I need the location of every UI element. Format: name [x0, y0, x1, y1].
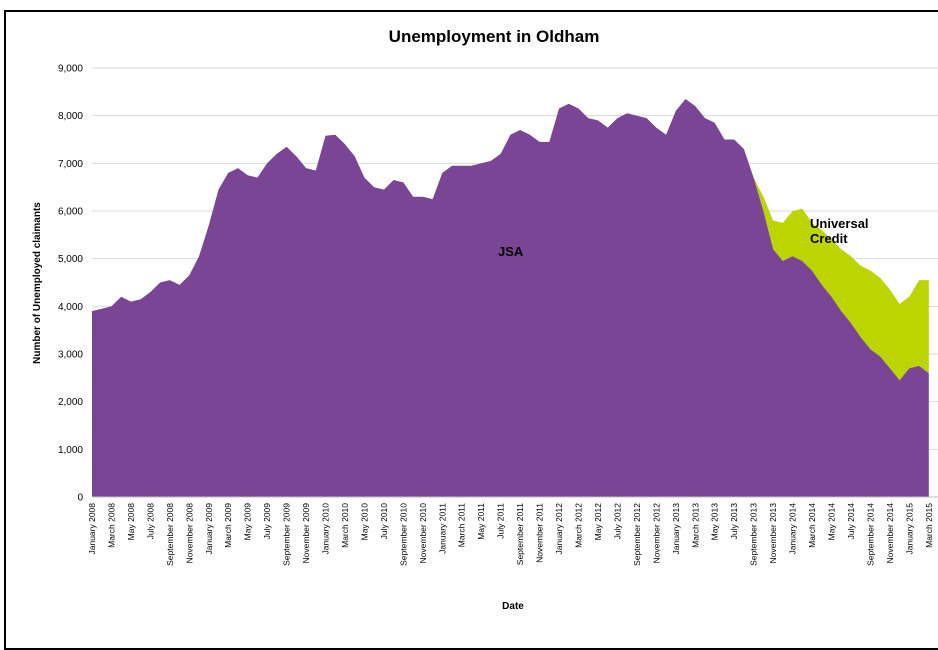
- x-tick-label: May 2009: [243, 503, 253, 541]
- y-tick-label: 1,000: [58, 445, 83, 456]
- x-tick-label: January 2014: [788, 503, 798, 555]
- series-label-universal-credit: Universal Credit: [810, 216, 872, 246]
- x-tick-label: July 2009: [262, 503, 272, 540]
- x-tick-label: May 2012: [593, 503, 603, 541]
- x-tick-label: May 2008: [126, 503, 136, 541]
- y-tick-label: 9,000: [58, 64, 83, 75]
- x-axis: January 2008 March 2008 May 2008 July 2008 S…: [87, 503, 934, 566]
- x-tick-label: January 2013: [671, 503, 681, 555]
- x-tick-label: January 2009: [204, 503, 214, 555]
- x-tick-label: September 2014: [865, 503, 875, 566]
- x-tick-label: September 2011: [515, 503, 525, 565]
- x-tick-label: March 2011: [457, 503, 467, 548]
- x-tick-label: March 2009: [223, 503, 233, 548]
- x-tick-label: September 2009: [282, 503, 292, 566]
- x-tick-label: September 2010: [398, 503, 408, 566]
- x-tick-label: November 2008: [184, 503, 194, 564]
- y-tick-label: 5,000: [58, 254, 83, 265]
- x-tick-label: September 2013: [749, 503, 759, 566]
- x-tick-label: March 2013: [690, 503, 700, 548]
- x-tick-label: March 2010: [340, 503, 350, 548]
- x-tick-label: November 2009: [301, 503, 311, 564]
- x-tick-label: March 2008: [107, 503, 117, 548]
- y-tick-label: 2,000: [58, 397, 83, 408]
- x-tick-label: July 2014: [846, 503, 856, 540]
- x-tick-label: May 2013: [710, 503, 720, 541]
- y-tick-label: 4,000: [58, 302, 83, 313]
- x-tick-label: November 2011: [535, 503, 545, 563]
- series-label-jsa: JSA: [498, 244, 524, 259]
- x-tick-label: January 2010: [321, 503, 331, 555]
- y-tick-label: 0: [77, 493, 83, 504]
- x-tick-label: July 2013: [729, 503, 739, 540]
- x-tick-label: March 2014: [807, 503, 817, 548]
- x-tick-label: November 2014: [885, 503, 895, 564]
- x-tick-label: May 2014: [827, 503, 837, 541]
- x-tick-label: September 2012: [632, 503, 642, 566]
- plot-area: [92, 99, 938, 498]
- x-tick-label: July 2011: [496, 503, 506, 539]
- x-tick-label: March 2012: [574, 503, 584, 548]
- y-axis: 0 1,000 2,000 3,000 4,000 5,000 6,000 7,000 8,00…: [58, 64, 83, 504]
- x-tick-label: July 2012: [612, 503, 622, 540]
- x-axis-label: Date: [502, 601, 524, 612]
- series-area-universal-credit: [753, 177, 929, 381]
- series-label-universal-credit-line1: Universal: [810, 216, 869, 231]
- x-tick-label: January 2015: [904, 503, 914, 555]
- chart: Unemployment in Oldham 0 1,000 2,000 3,000 4…: [32, 27, 938, 612]
- series-area-jsa: [92, 99, 929, 497]
- x-tick-label: July 2010: [379, 503, 389, 540]
- x-tick-label: March 2015: [924, 503, 934, 548]
- x-tick-label: January 2012: [554, 503, 564, 555]
- x-tick-label: November 2010: [418, 503, 428, 564]
- series-label-universal-credit-line2: Credit: [810, 231, 848, 246]
- x-tick-label: January 2011: [437, 503, 447, 554]
- x-tick-label: November 2013: [768, 503, 778, 564]
- y-tick-label: 8,000: [58, 111, 83, 122]
- x-tick-label: September 2008: [165, 503, 175, 566]
- x-tick-label: May 2010: [359, 503, 369, 541]
- x-tick-label: November 2012: [651, 503, 661, 564]
- y-tick-label: 7,000: [58, 159, 83, 170]
- x-tick-label: January 2008: [87, 503, 97, 555]
- x-tick-label: May 2011: [476, 503, 486, 540]
- y-axis-label: Number of Unemployed claimants: [32, 202, 43, 364]
- chart-title: Unemployment in Oldham: [389, 27, 600, 46]
- y-tick-label: 6,000: [58, 207, 83, 218]
- x-tick-label: July 2008: [145, 503, 155, 540]
- y-tick-label: 3,000: [58, 350, 83, 361]
